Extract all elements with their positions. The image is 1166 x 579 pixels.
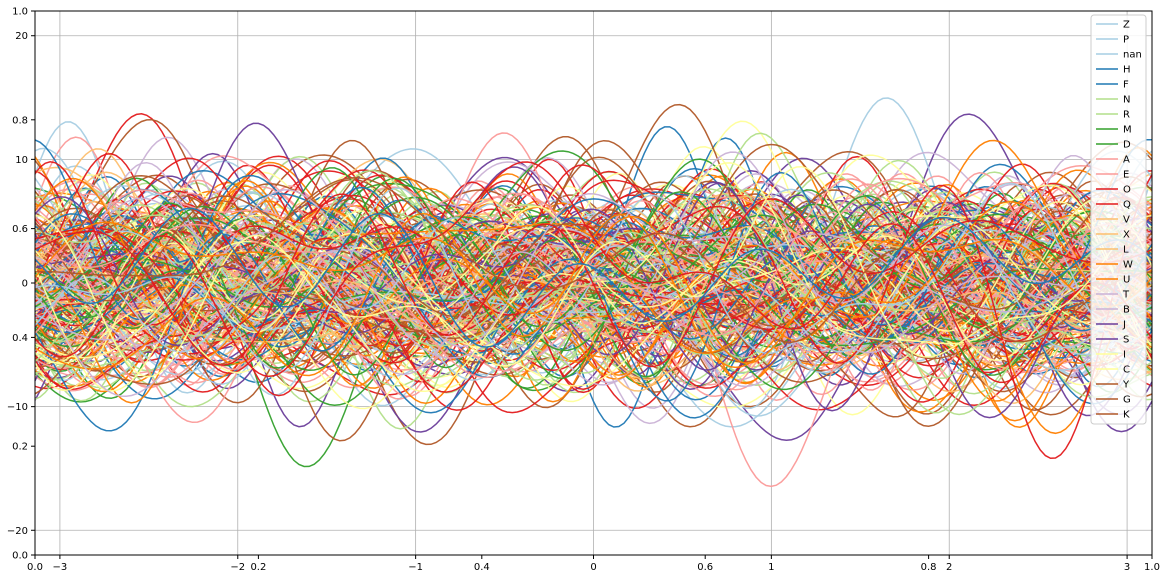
legend-box bbox=[1090, 14, 1147, 425]
legend-entry: Y bbox=[1122, 380, 1130, 391]
curve-line bbox=[35, 199, 1153, 427]
x-tick-label: 3 bbox=[1124, 562, 1130, 573]
x-tick-label: −3 bbox=[53, 562, 68, 573]
curve-line bbox=[34, 174, 1153, 432]
curve-line bbox=[34, 150, 1153, 393]
legend-entry: M bbox=[1123, 125, 1132, 136]
curve-line bbox=[34, 193, 1153, 397]
outer-x-tick-label: 0.4 bbox=[474, 562, 490, 573]
outer-y-tick-label: 0.2 bbox=[12, 442, 28, 453]
legend-entry: U bbox=[1123, 275, 1130, 286]
outer-y-tick-label: 0.8 bbox=[12, 115, 28, 126]
curve-line bbox=[34, 161, 1153, 460]
legend-entry: D bbox=[1123, 140, 1131, 151]
outer-y-tick-label: 0.4 bbox=[12, 333, 28, 344]
outer-x-tick-label: 0.0 bbox=[27, 562, 43, 573]
curves-layer bbox=[34, 97, 1153, 488]
outer-x-tick-label: 0.8 bbox=[921, 562, 937, 573]
curve-line bbox=[34, 161, 1153, 384]
curve-line bbox=[34, 194, 1153, 376]
legend-entry: X bbox=[1123, 230, 1130, 241]
legend-entry: Q bbox=[1123, 200, 1131, 211]
curve-line bbox=[34, 174, 1153, 385]
legend-entry: T bbox=[1122, 290, 1130, 301]
legend-entry: S bbox=[1123, 335, 1129, 346]
curve-line bbox=[34, 157, 1153, 338]
legend-entry: I bbox=[1123, 350, 1126, 361]
outer-x-tick-label: 1.0 bbox=[1144, 562, 1160, 573]
legend-entry: V bbox=[1123, 215, 1130, 226]
outer-x-tick-label: 0.6 bbox=[697, 562, 713, 573]
x-tick-label: −1 bbox=[408, 562, 423, 573]
legend-entry: A bbox=[1123, 155, 1130, 166]
outer-y-tick-label: 0.6 bbox=[12, 224, 28, 235]
curve-line bbox=[34, 132, 1153, 424]
y-tick-label: 10 bbox=[15, 155, 28, 166]
y-tick-label: −20 bbox=[7, 526, 28, 537]
x-tick-label: −2 bbox=[230, 562, 245, 573]
curve-line bbox=[34, 158, 1153, 339]
curve-line bbox=[34, 213, 1153, 347]
curve-line bbox=[34, 171, 1153, 381]
legend-entry: N bbox=[1123, 95, 1130, 106]
curve-line bbox=[34, 184, 1153, 392]
x-tick-label: 0 bbox=[590, 562, 596, 573]
curve-line bbox=[34, 207, 1153, 348]
curve-line bbox=[34, 176, 1153, 343]
legend-entry: G bbox=[1123, 395, 1131, 406]
curve-line bbox=[34, 180, 1153, 435]
legend-entry: B bbox=[1123, 305, 1130, 316]
curve-line bbox=[34, 185, 1153, 403]
legend-entry: P bbox=[1123, 35, 1129, 46]
x-tick-label: 2 bbox=[946, 562, 952, 573]
curve-line bbox=[34, 226, 1153, 343]
curve-line bbox=[34, 197, 1153, 392]
curve-line bbox=[34, 204, 1153, 379]
curve-line bbox=[34, 172, 1153, 391]
curve-line bbox=[34, 193, 1153, 368]
curve-line bbox=[34, 223, 1153, 389]
legend-entry: C bbox=[1123, 365, 1130, 376]
legend-entry: E bbox=[1123, 170, 1129, 181]
y-tick-label: −10 bbox=[7, 402, 28, 413]
legend-entry: R bbox=[1123, 110, 1130, 121]
legend-entry: J bbox=[1122, 320, 1126, 331]
curve-line bbox=[34, 201, 1153, 387]
y-tick-label: 0 bbox=[22, 279, 28, 290]
legend-entry: Z bbox=[1123, 20, 1130, 31]
legend-entry: L bbox=[1123, 245, 1129, 256]
curve-line bbox=[34, 207, 1153, 402]
legend-entry: F bbox=[1123, 80, 1129, 91]
curve-line bbox=[34, 183, 1153, 414]
x-tick-label: 1 bbox=[768, 562, 774, 573]
curve-line bbox=[34, 215, 1153, 364]
curve-line bbox=[34, 177, 1153, 391]
curve-line bbox=[34, 210, 1153, 386]
outer-y-tick-label: 1.0 bbox=[12, 7, 28, 18]
legend-entry: H bbox=[1123, 65, 1131, 76]
legend-entry: nan bbox=[1123, 50, 1142, 61]
outer-x-tick-label: 0.2 bbox=[250, 562, 266, 573]
legend-entry: K bbox=[1123, 410, 1130, 421]
legend-entry: W bbox=[1123, 260, 1133, 271]
legend-entry: O bbox=[1123, 185, 1131, 196]
curve-line bbox=[34, 151, 1153, 376]
curve-line bbox=[34, 167, 1153, 378]
y-tick-label: 20 bbox=[15, 31, 28, 42]
outer-y-tick-label: 0.0 bbox=[12, 551, 28, 562]
curve-line bbox=[34, 215, 1153, 357]
